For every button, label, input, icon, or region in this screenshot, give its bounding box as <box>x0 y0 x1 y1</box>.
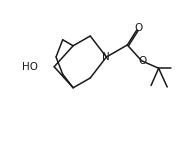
Text: HO: HO <box>22 62 38 72</box>
Text: O: O <box>135 23 143 33</box>
Text: N: N <box>102 52 109 62</box>
Text: O: O <box>139 56 147 66</box>
